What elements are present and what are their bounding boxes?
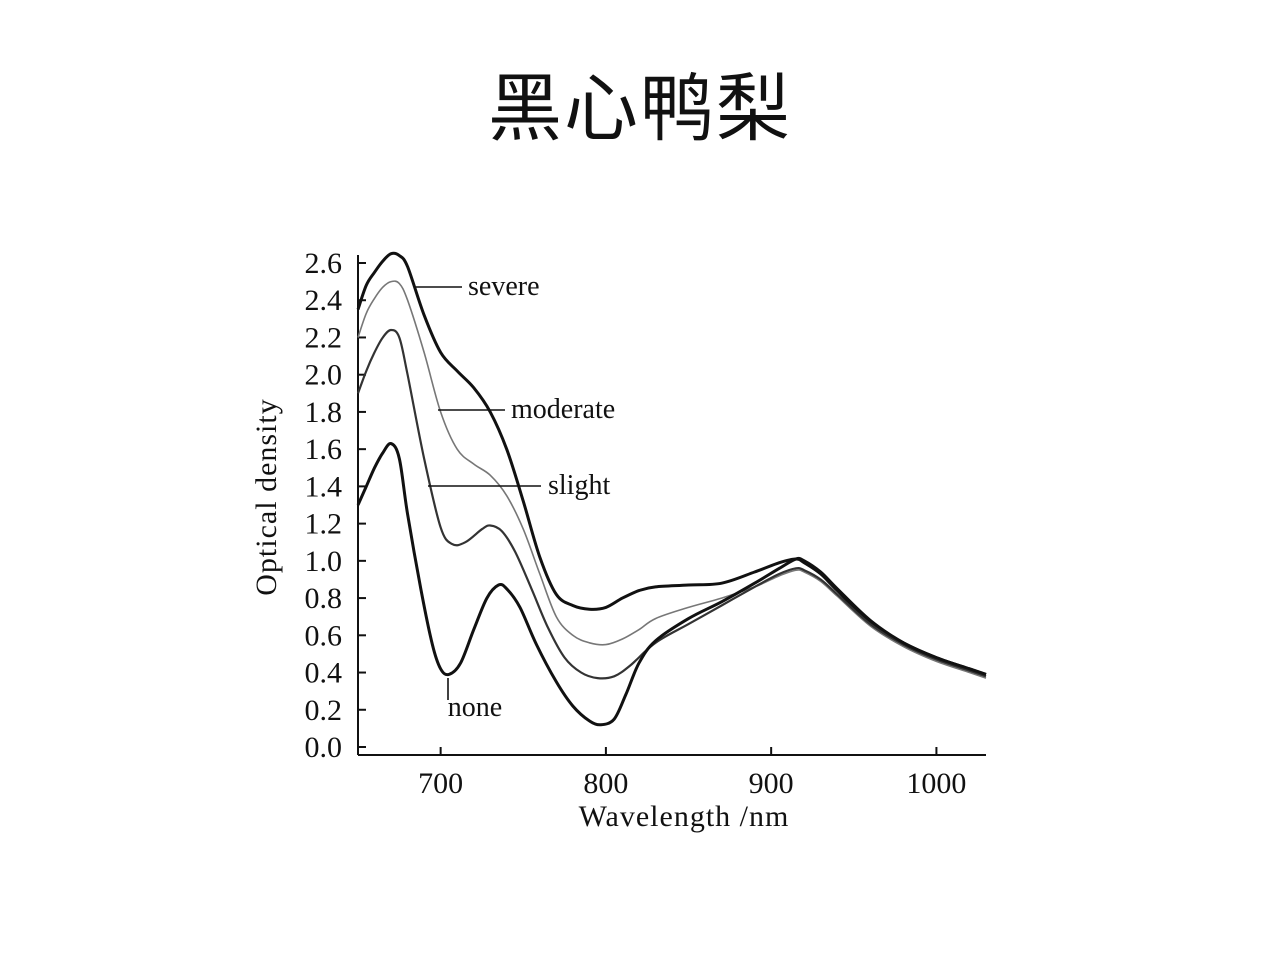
x-tick-label: 900 (749, 767, 794, 800)
x-tick-label: 700 (418, 767, 463, 800)
y-tick-label: 1.4 (305, 470, 343, 503)
y-tick-label: 2.2 (305, 321, 343, 354)
x-axis-label: Wavelength /nm (579, 800, 790, 833)
series-label-moderate: moderate (511, 394, 615, 425)
chart-axes (357, 255, 986, 756)
y-tick-label: 1.6 (305, 433, 343, 466)
y-tick-label: 0.8 (305, 582, 343, 615)
series-line-slight (356, 328, 987, 680)
series-labels: severe moderate slight none (416, 271, 615, 723)
y-ticks: 0.0 0.2 0.4 0.6 0.8 1.0 1.2 1.4 1.6 1.8 2.0 2.2 2.4 2… (305, 247, 366, 764)
y-axis-label: Optical density (250, 398, 283, 595)
slide-title: 黑心鸭梨 (488, 66, 792, 152)
x-tick-label: 1000 (906, 767, 966, 800)
y-tick-label: 0.6 (305, 619, 343, 652)
y-tick-label: 1.0 (305, 545, 343, 578)
y-tick-label: 1.2 (305, 508, 343, 541)
y-tick-label: 2.6 (305, 247, 343, 280)
y-tick-label: 1.8 (305, 396, 343, 429)
series-line-severe (356, 251, 987, 676)
series-label-severe: severe (468, 271, 540, 302)
y-tick-label: 0.0 (305, 731, 343, 764)
x-ticks: 700 800 900 1000 (418, 747, 966, 800)
series-line-none (356, 442, 987, 727)
y-tick-label: 0.2 (305, 694, 343, 727)
series-group (356, 251, 987, 727)
series-line-moderate (357, 280, 987, 679)
y-tick-label: 2.4 (305, 284, 343, 317)
series-label-slight: slight (548, 470, 610, 501)
y-tick-label: 0.4 (305, 657, 343, 690)
x-tick-label: 800 (583, 767, 628, 800)
series-label-none: none (448, 692, 502, 723)
y-tick-label: 2.0 (305, 359, 343, 392)
